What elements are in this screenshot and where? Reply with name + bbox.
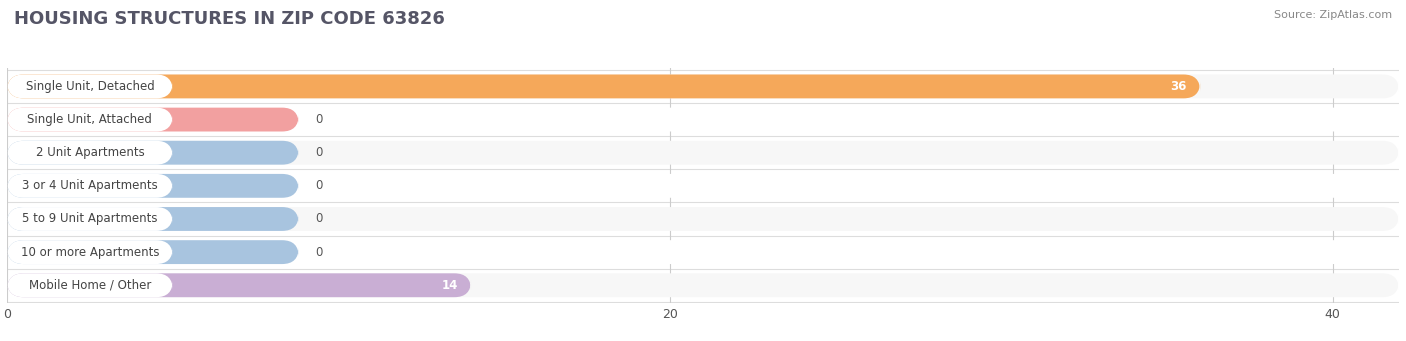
Text: 2 Unit Apartments: 2 Unit Apartments <box>35 146 145 159</box>
Text: 0: 0 <box>315 113 322 126</box>
FancyBboxPatch shape <box>7 174 298 198</box>
Text: HOUSING STRUCTURES IN ZIP CODE 63826: HOUSING STRUCTURES IN ZIP CODE 63826 <box>14 10 444 28</box>
FancyBboxPatch shape <box>7 74 1399 98</box>
FancyBboxPatch shape <box>7 273 173 297</box>
FancyBboxPatch shape <box>7 207 173 231</box>
FancyBboxPatch shape <box>7 240 173 264</box>
FancyBboxPatch shape <box>7 108 298 132</box>
FancyBboxPatch shape <box>7 273 471 297</box>
FancyBboxPatch shape <box>7 141 173 165</box>
FancyBboxPatch shape <box>7 207 298 231</box>
FancyBboxPatch shape <box>7 273 1399 297</box>
Text: 14: 14 <box>441 279 458 292</box>
FancyBboxPatch shape <box>7 74 1201 98</box>
Text: Source: ZipAtlas.com: Source: ZipAtlas.com <box>1274 10 1392 20</box>
Text: Mobile Home / Other: Mobile Home / Other <box>28 279 150 292</box>
FancyBboxPatch shape <box>7 207 1399 231</box>
FancyBboxPatch shape <box>7 108 1399 132</box>
FancyBboxPatch shape <box>7 240 1399 264</box>
FancyBboxPatch shape <box>7 174 173 198</box>
Text: 3 or 4 Unit Apartments: 3 or 4 Unit Apartments <box>22 179 157 192</box>
Text: 5 to 9 Unit Apartments: 5 to 9 Unit Apartments <box>22 212 157 225</box>
Text: 0: 0 <box>315 179 322 192</box>
FancyBboxPatch shape <box>7 174 1399 198</box>
FancyBboxPatch shape <box>7 74 173 98</box>
FancyBboxPatch shape <box>7 108 173 132</box>
Text: 10 or more Apartments: 10 or more Apartments <box>21 246 159 258</box>
FancyBboxPatch shape <box>7 240 298 264</box>
Text: Single Unit, Detached: Single Unit, Detached <box>25 80 155 93</box>
Text: 0: 0 <box>315 212 322 225</box>
Text: Single Unit, Attached: Single Unit, Attached <box>28 113 152 126</box>
FancyBboxPatch shape <box>7 141 1399 165</box>
FancyBboxPatch shape <box>7 141 298 165</box>
Text: 0: 0 <box>315 246 322 258</box>
Text: 36: 36 <box>1170 80 1187 93</box>
Text: 0: 0 <box>315 146 322 159</box>
